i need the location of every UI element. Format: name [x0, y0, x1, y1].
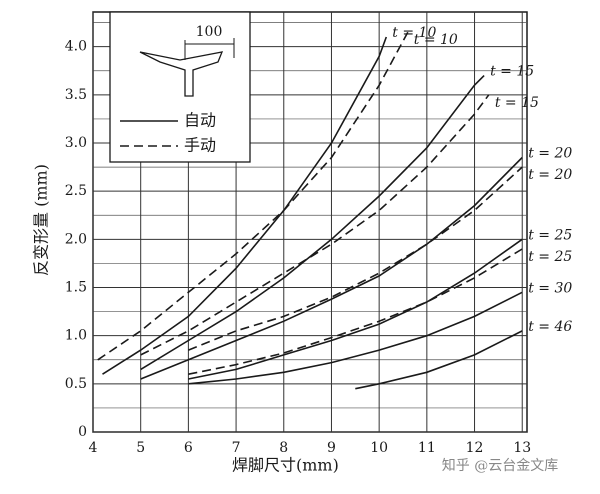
curve — [188, 166, 523, 351]
y-tick-label: 3.0 — [65, 135, 87, 151]
watermark: 知乎 @云台金文库 — [442, 457, 558, 474]
curve — [102, 36, 388, 375]
x-tick-label: 9 — [327, 440, 336, 456]
dimension — [184, 38, 235, 60]
x-tick-label: 5 — [136, 440, 145, 456]
weld-sketch — [139, 51, 224, 97]
x-axis-label: 焊脚尺寸(mm) — [232, 456, 339, 475]
y-axis-label: 反变形量 (mm) — [32, 164, 51, 276]
inset-box — [109, 11, 251, 163]
x-tick-label: 7 — [232, 440, 241, 456]
inset-label: 100 — [196, 24, 223, 40]
x-tick-label: 12 — [466, 440, 484, 456]
y-tick-label: 3.5 — [65, 87, 87, 103]
series-label: t = 30 — [528, 280, 572, 296]
series-label: t = 15 — [490, 64, 534, 80]
y-tick-label: 4.0 — [65, 39, 87, 55]
y-tick-label: 1.0 — [65, 328, 87, 344]
curve — [355, 330, 523, 390]
series-label: t = 20 — [528, 145, 572, 161]
curve — [97, 31, 409, 361]
legend-label: 手动 — [184, 136, 216, 155]
y-tick-label: 0 — [78, 424, 87, 440]
y-tick-label: 2.5 — [65, 183, 87, 199]
x-tick-label: 4 — [89, 440, 98, 456]
x-tick-label: 8 — [279, 440, 288, 456]
curve — [140, 156, 523, 380]
curve — [140, 75, 485, 371]
y-tick-label: 0.5 — [65, 376, 87, 392]
series-label: t = 25 — [528, 249, 572, 265]
series-label: t = 10 — [414, 32, 458, 48]
curve — [188, 238, 523, 380]
curve — [188, 248, 523, 375]
y-tick-label: 2.0 — [65, 231, 87, 247]
x-tick-label: 13 — [513, 440, 531, 456]
series-label: t = 46 — [528, 319, 572, 335]
curve — [140, 94, 490, 356]
x-tick-label: 10 — [370, 440, 388, 456]
x-tick-label: 11 — [418, 440, 436, 456]
curve — [188, 291, 523, 385]
series-label: t = 10 — [392, 25, 436, 41]
legend-label: 自动 — [184, 111, 216, 130]
series-label: t = 20 — [528, 167, 572, 183]
series-label: t = 25 — [528, 227, 572, 243]
x-tick-label: 6 — [184, 440, 193, 456]
series-label: t = 15 — [495, 95, 539, 111]
y-tick-label: 1.5 — [65, 280, 87, 296]
